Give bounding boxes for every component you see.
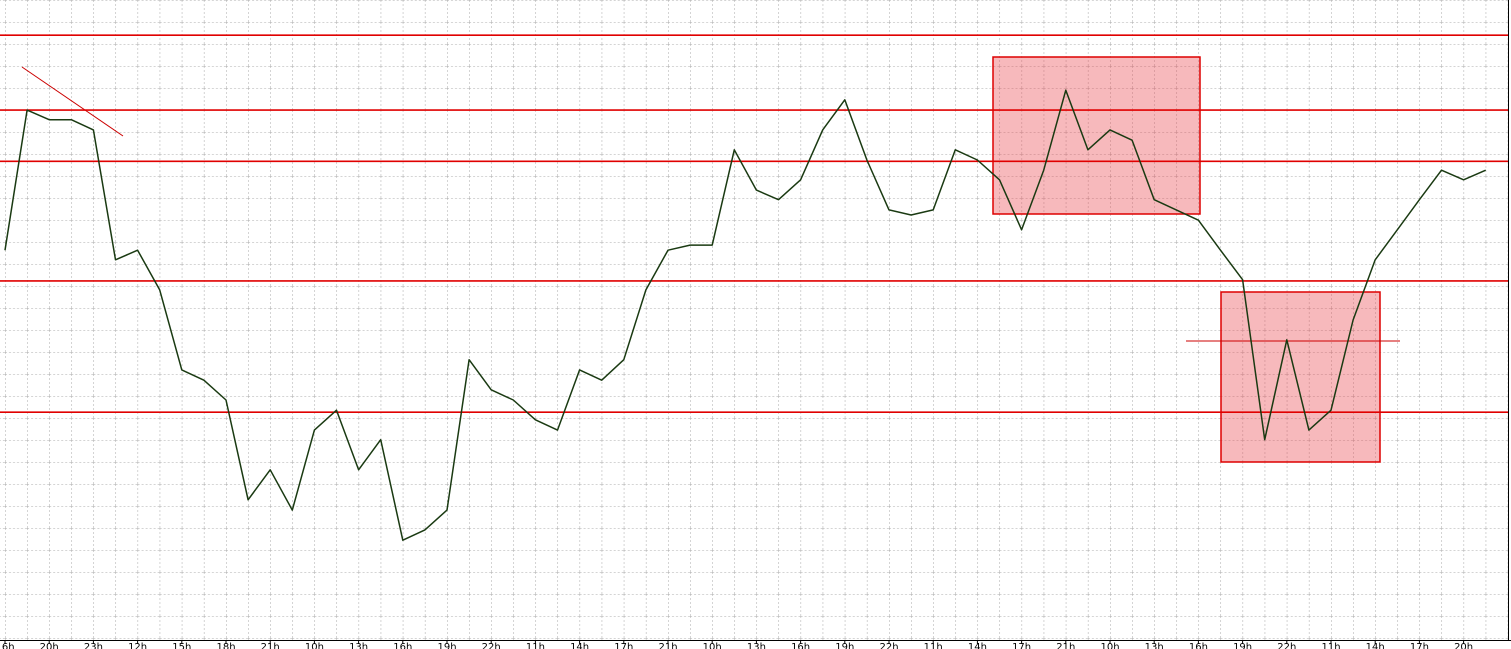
x-tick-label: 10h xyxy=(305,642,324,649)
x-tick-label: 18h xyxy=(216,642,235,649)
x-tick-label: 15h xyxy=(172,642,191,649)
x-tick-label: 22h xyxy=(879,642,898,649)
x-tick-label: 16h xyxy=(1189,642,1208,649)
x-tick-label: 13h xyxy=(349,642,368,649)
x-tick-label: 10h xyxy=(703,642,722,649)
price-line xyxy=(4,89,1486,541)
zone-box xyxy=(992,56,1201,215)
x-tick-label: 19h xyxy=(1233,642,1252,649)
zone-box xyxy=(1220,291,1381,463)
x-tick-label: 16h xyxy=(791,642,810,649)
x-tick-label: 10h xyxy=(1100,642,1119,649)
x-tick-label: 21h xyxy=(658,642,677,649)
x-tick-label: 13h xyxy=(1145,642,1164,649)
x-tick-label: 14h xyxy=(570,642,589,649)
x-tick-label: 11h xyxy=(924,642,943,649)
x-tick-label: 17h xyxy=(614,642,633,649)
x-tick-label: 14h xyxy=(968,642,987,649)
x-tick-label: 22h xyxy=(1277,642,1296,649)
x-tick-label: 13h xyxy=(747,642,766,649)
x-tick-label: 22h xyxy=(482,642,501,649)
x-tick-label: 21h xyxy=(1056,642,1075,649)
x-tick-label: 20h xyxy=(1454,642,1473,649)
x-tick-label: 11h xyxy=(1321,642,1340,649)
x-tick-label: 16h xyxy=(393,642,412,649)
x-tick-label: 11h xyxy=(526,642,545,649)
x-tick-label: 17h xyxy=(1012,642,1031,649)
trend-line xyxy=(21,66,124,137)
x-tick-label: 19h xyxy=(835,642,854,649)
x-tick-label: 16h xyxy=(0,642,15,649)
x-tick-label: 12h xyxy=(128,642,147,649)
x-tick-label: 19h xyxy=(437,642,456,649)
x-tick-label: 20h xyxy=(40,642,59,649)
x-tick-label: 23h xyxy=(84,642,103,649)
x-tick-label: 14h xyxy=(1366,642,1385,649)
x-tick-label: 17h xyxy=(1410,642,1429,649)
x-tick-label: 21h xyxy=(261,642,280,649)
